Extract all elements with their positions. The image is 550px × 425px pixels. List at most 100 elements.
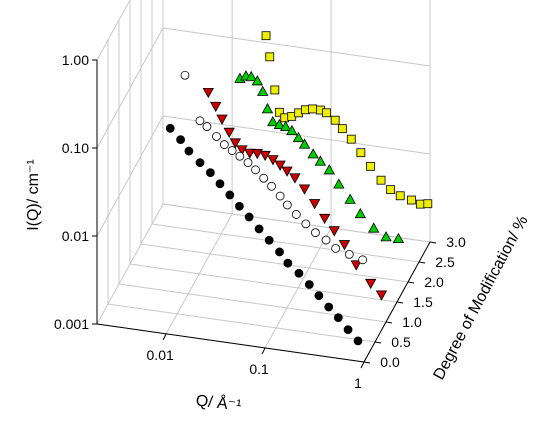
y-tick-label: 1.5: [413, 294, 433, 310]
data-point: [281, 166, 293, 177]
x-tick-label: 0.01: [147, 347, 174, 363]
y-tick: [396, 301, 404, 304]
data-point: [366, 161, 375, 171]
y-tick: [418, 261, 426, 264]
data-point: [195, 116, 205, 126]
data-point: [392, 232, 405, 244]
data-point: [275, 191, 285, 201]
data-point: [343, 325, 353, 334]
grid-line: [162, 27, 431, 67]
data-point: [229, 138, 242, 149]
data-point: [251, 75, 264, 86]
y-tick: [374, 341, 382, 344]
data-point: [333, 313, 343, 323]
data-point: [216, 114, 228, 125]
data-point: [321, 235, 331, 245]
data-point: [354, 207, 367, 219]
data-point: [225, 190, 235, 200]
y-tick: [407, 281, 415, 284]
y-tick: [385, 321, 393, 324]
data-point: [267, 181, 276, 191]
data-point: [344, 249, 354, 259]
data-point: [289, 173, 301, 184]
data-point: [275, 247, 284, 257]
grid-line: [107, 303, 376, 343]
data-point: [423, 199, 433, 209]
data-point: [212, 132, 221, 141]
data-point: [180, 70, 190, 80]
data-point: [195, 158, 205, 168]
data-point: [215, 179, 225, 189]
data-point: [308, 104, 317, 114]
data-point: [165, 123, 175, 133]
data-point: [264, 235, 274, 245]
data-point: [274, 160, 286, 171]
data-point: [210, 101, 222, 113]
y-tick-label: 1.0: [402, 314, 422, 330]
z-tick-label: 0.10: [62, 140, 89, 156]
data-point: [261, 31, 271, 41]
data-point: [184, 146, 194, 156]
data-point: [344, 193, 356, 204]
data-point: [331, 243, 341, 253]
data-point: [267, 115, 279, 127]
data-point: [261, 103, 274, 114]
data-point: [267, 155, 279, 166]
x-tick: [261, 347, 266, 355]
grid-line: [162, 203, 431, 243]
data-point: [298, 138, 311, 149]
data-point: [274, 107, 284, 117]
x-tick: [162, 333, 167, 341]
data-point: [356, 148, 366, 158]
y-tick-label: 2.0: [424, 274, 444, 290]
x-axis: [96, 323, 365, 363]
data-point: [307, 148, 319, 159]
data-point: [259, 173, 269, 183]
x-tick-label: 0.1: [249, 361, 269, 377]
data-point: [291, 210, 301, 219]
data-point: [380, 231, 392, 242]
data-point: [219, 140, 229, 149]
y-tick-label: 0.5: [391, 334, 411, 350]
data-point: [245, 70, 257, 82]
data-point: [319, 213, 331, 225]
data-point: [358, 255, 368, 265]
data-point: [251, 149, 263, 160]
z-tick-label: 1.00: [62, 52, 89, 68]
data-point: [234, 201, 244, 211]
data-point: [330, 115, 340, 125]
y-tick: [363, 361, 371, 364]
data-point: [395, 191, 405, 201]
data-point: [323, 164, 335, 175]
data-point: [314, 291, 324, 301]
data-point: [286, 124, 298, 136]
grid-line: [140, 243, 409, 283]
data-point: [202, 87, 215, 99]
data-point: [298, 184, 311, 195]
data-point: [227, 146, 237, 155]
data-point: [311, 228, 320, 238]
data-point: [350, 260, 362, 271]
data-point: [416, 199, 425, 209]
y-tick-label: 0.0: [380, 354, 400, 370]
data-point: [346, 134, 356, 144]
x-tick-label: 1: [354, 375, 362, 391]
data-point: [301, 219, 311, 229]
data-point: [236, 145, 248, 156]
data-point: [375, 290, 388, 301]
z-tick-label: 0.001: [54, 316, 89, 332]
data-point: [176, 135, 186, 145]
data-point: [338, 240, 351, 251]
y-tick-label: 3.0: [446, 234, 466, 250]
data-point: [407, 195, 416, 205]
data-point: [324, 302, 334, 312]
data-point: [202, 122, 212, 131]
data-point: [322, 108, 331, 118]
data-point: [294, 268, 304, 278]
z-tick-label: 0.01: [62, 228, 89, 244]
data-point: [368, 222, 380, 233]
y-tick-label: 2.5: [435, 254, 455, 270]
data-point: [265, 52, 275, 62]
data-point: [223, 127, 235, 139]
